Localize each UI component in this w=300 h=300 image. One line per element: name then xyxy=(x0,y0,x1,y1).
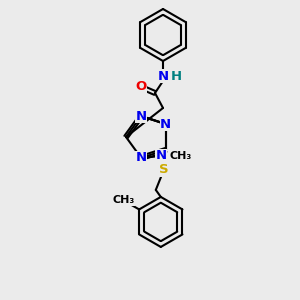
Text: CH₃: CH₃ xyxy=(112,195,135,206)
Text: N: N xyxy=(136,152,147,164)
Text: N: N xyxy=(160,118,171,130)
Text: N: N xyxy=(136,110,147,123)
Text: O: O xyxy=(135,80,147,94)
Text: H: H xyxy=(171,70,182,83)
Text: CH₃: CH₃ xyxy=(169,151,191,161)
Text: N: N xyxy=(156,149,167,162)
Text: S: S xyxy=(159,164,169,176)
Text: N: N xyxy=(158,70,169,83)
